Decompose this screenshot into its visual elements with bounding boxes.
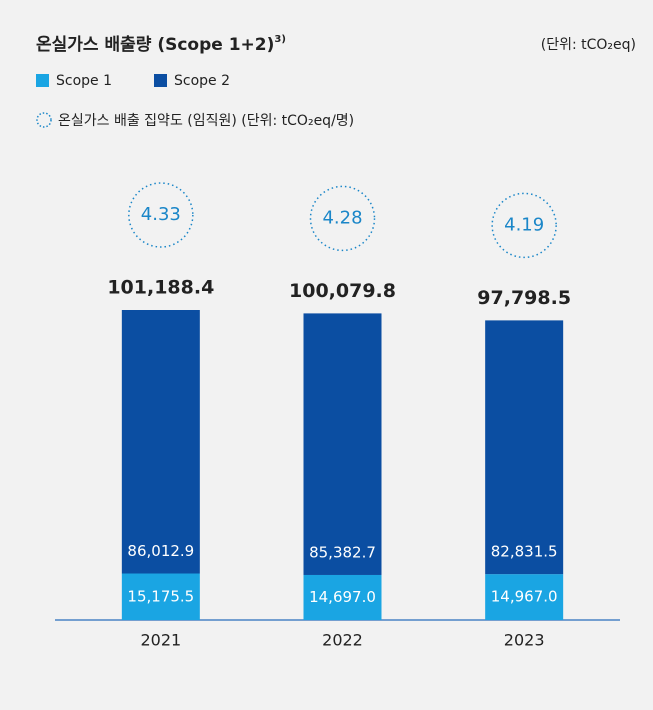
x-tick-label: 2023 bbox=[504, 631, 545, 650]
x-tick-label: 2022 bbox=[322, 631, 363, 650]
value-label: 82,831.5 bbox=[491, 543, 558, 561]
total-label: 100,079.8 bbox=[289, 280, 396, 302]
intensity-label: 4.33 bbox=[141, 204, 181, 225]
bar-segment bbox=[485, 574, 564, 620]
value-label: 14,967.0 bbox=[491, 588, 558, 606]
value-label: 15,175.5 bbox=[127, 587, 194, 605]
total-label: 97,798.5 bbox=[477, 287, 571, 309]
title-text: 온실가스 배출량 (Scope 1+2) bbox=[36, 35, 274, 55]
legend-swatch bbox=[154, 74, 167, 87]
legend-label: Scope 1 bbox=[56, 73, 112, 89]
bar-segment bbox=[303, 574, 382, 620]
intensity-legend-icon bbox=[36, 112, 52, 128]
legend-label: Scope 2 bbox=[174, 73, 230, 89]
intensity-marker bbox=[128, 182, 194, 248]
chart-title: 온실가스 배출량 (Scope 1+2)3) bbox=[36, 34, 286, 55]
title-note: 3) bbox=[274, 34, 286, 45]
intensity-marker bbox=[491, 192, 557, 259]
intensity-legend: 온실가스 배출 집약도 (임직원) (단위: tCO₂eq/명) bbox=[58, 113, 354, 129]
unit-label: (단위: tCO₂eq) bbox=[541, 37, 636, 53]
legend: Scope 1 Scope 2 bbox=[36, 73, 230, 89]
bar-segment bbox=[303, 313, 382, 575]
legend-swatch bbox=[36, 74, 49, 87]
total-label: 101,188.4 bbox=[107, 277, 214, 299]
bar-segment bbox=[121, 573, 200, 620]
value-label: 85,382.7 bbox=[309, 543, 376, 561]
value-label: 86,012.9 bbox=[127, 542, 194, 560]
intensity-label: 4.28 bbox=[322, 207, 362, 228]
bar-segment bbox=[121, 310, 200, 574]
bar-segment bbox=[485, 320, 564, 575]
intensity-marker bbox=[309, 185, 376, 252]
intensity-label: 4.19 bbox=[504, 214, 544, 235]
value-label: 14,697.0 bbox=[309, 588, 376, 606]
x-tick-label: 2021 bbox=[140, 631, 181, 650]
